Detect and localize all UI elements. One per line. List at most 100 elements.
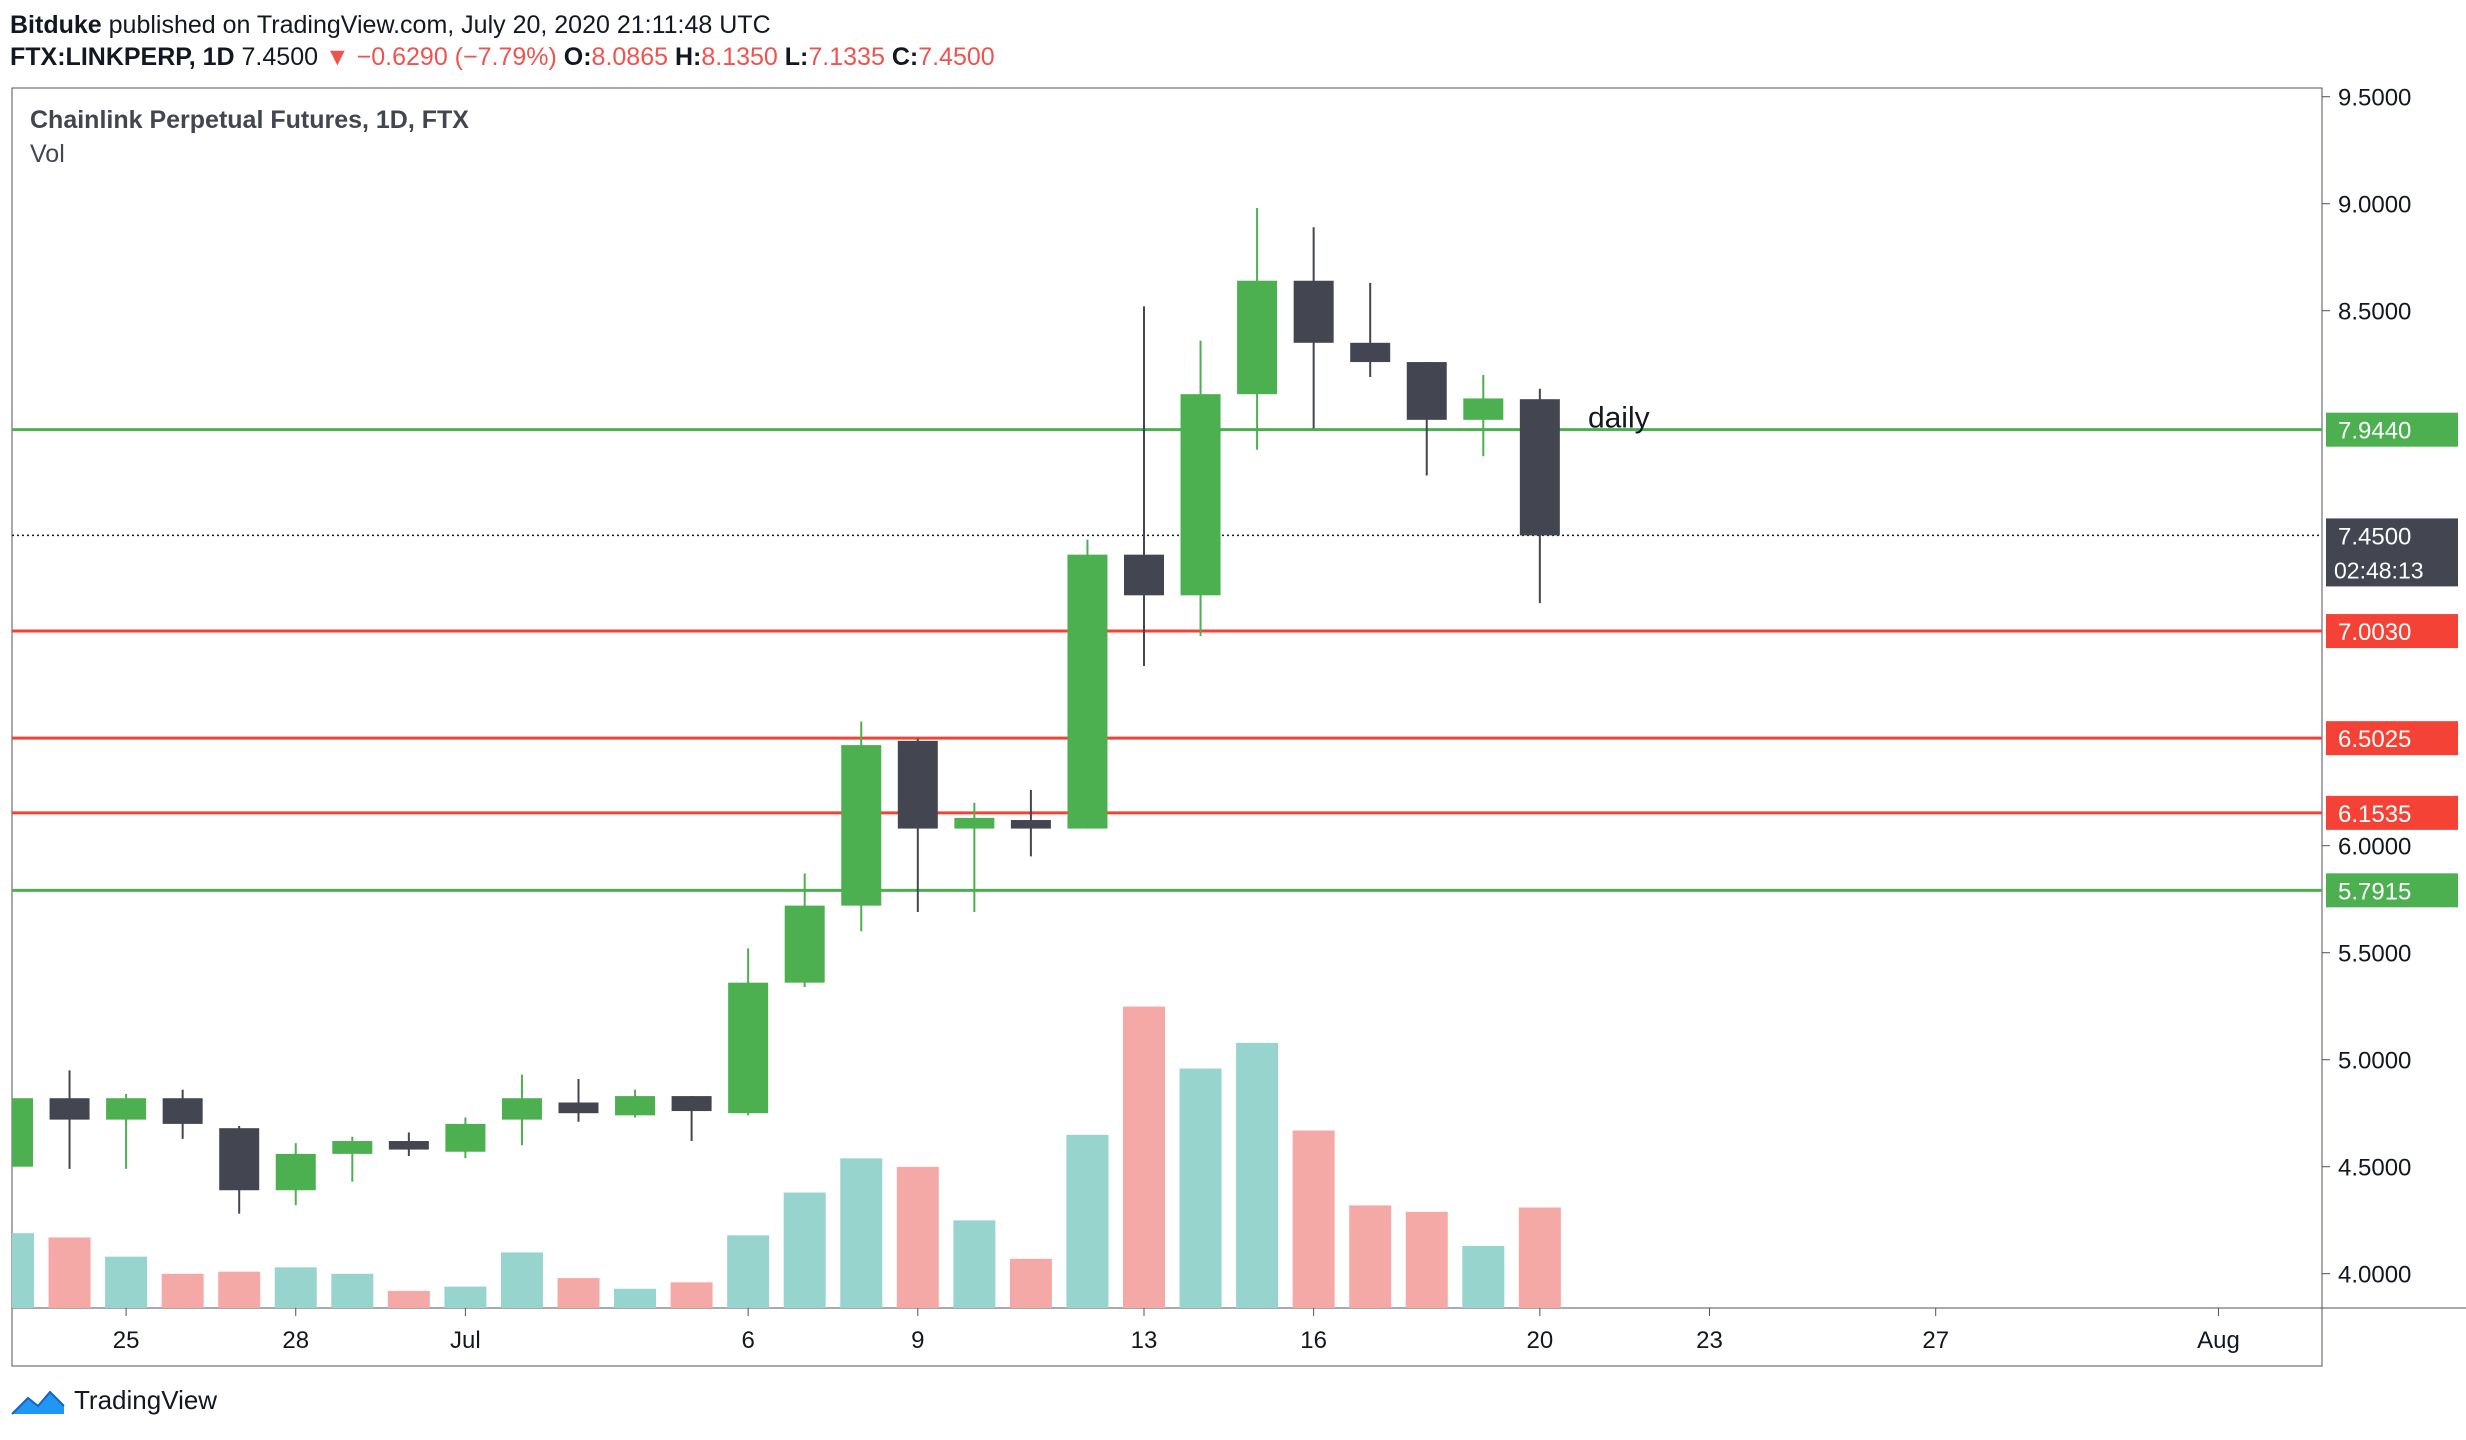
candle-body[interactable] <box>1010 820 1051 829</box>
publish-line: published on TradingView.com, July 20, 2… <box>108 11 771 39</box>
bar-countdown-label: 02:48:13 <box>2334 557 2424 583</box>
volume-bar <box>12 1233 34 1308</box>
chart-title: Chainlink Perpetual Futures, 1D, FTX <box>30 106 469 134</box>
volume-bar <box>1349 1205 1392 1308</box>
volume-bar <box>331 1273 374 1308</box>
candle-body[interactable] <box>1067 554 1108 829</box>
volume-bar <box>1518 1207 1561 1308</box>
ohlc-legend: FTX:LINKPERP, 1D 7.4500 ▼ −0.6290 (−7.79… <box>10 42 995 72</box>
candle-body[interactable] <box>671 1096 712 1112</box>
volume-bar <box>387 1290 430 1308</box>
price-badge-label: 7.9440 <box>2338 418 2411 445</box>
candle-body[interactable] <box>954 817 995 829</box>
candle-body[interactable] <box>558 1102 599 1114</box>
candle-body[interactable] <box>841 745 882 906</box>
time-tick-label: 6 <box>741 1327 754 1354</box>
candle-body[interactable] <box>275 1153 316 1191</box>
volume-bar <box>218 1271 261 1308</box>
price-badge <box>2326 721 2458 756</box>
volume-bar <box>1405 1211 1448 1308</box>
price-tick-label: 5.5000 <box>2338 941 2411 968</box>
volume-bar <box>1123 1006 1165 1308</box>
open-label: O: <box>563 43 592 71</box>
volume-bar <box>500 1252 543 1308</box>
volume-bar <box>1009 1258 1052 1308</box>
tradingview-logo[interactable]: TradingView <box>10 1385 217 1416</box>
volume-bar <box>274 1267 317 1308</box>
author-name[interactable]: Bitduke <box>10 11 102 39</box>
time-tick-label: 20 <box>1526 1327 1553 1354</box>
volume-bar <box>1236 1042 1279 1308</box>
volume-bar <box>783 1192 826 1308</box>
price-tick-label: 6.0000 <box>2338 834 2411 861</box>
volume-bar <box>48 1237 91 1308</box>
plot-frame <box>11 87 2323 1367</box>
candle-body[interactable] <box>1180 394 1221 596</box>
time-tick-label: Aug <box>2197 1327 2240 1354</box>
volume-bar <box>161 1273 204 1308</box>
price-tick-label: 9.5000 <box>2338 85 2411 112</box>
candle-body[interactable] <box>1237 280 1278 395</box>
symbol-label[interactable]: FTX:LINKPERP, 1D <box>10 43 235 71</box>
candle-body[interactable] <box>1293 280 1334 343</box>
candle-body[interactable] <box>501 1098 542 1120</box>
candle-body[interactable] <box>388 1141 429 1150</box>
last-price-badge <box>2326 518 2458 587</box>
low-value: 7.1335 <box>808 43 885 71</box>
candle-body[interactable] <box>784 905 825 983</box>
low-label: L: <box>784 43 809 71</box>
close-value: 7.4500 <box>918 43 995 71</box>
time-tick-label: 13 <box>1131 1327 1158 1354</box>
time-tick-label: 27 <box>1922 1327 1949 1354</box>
time-tick-label: 9 <box>911 1327 924 1354</box>
time-tick-label: 28 <box>282 1327 309 1354</box>
price-badge <box>2326 614 2458 649</box>
candle-body[interactable] <box>615 1096 656 1116</box>
publish-info: Bitduke published on TradingView.com, Ju… <box>10 10 771 40</box>
tradingview-brand: TradingView <box>74 1385 218 1415</box>
price-tick-label: 5.0000 <box>2338 1048 2411 1075</box>
price-tick-label: 4.0000 <box>2338 1262 2411 1289</box>
volume-bar <box>896 1166 939 1308</box>
volume-label: Vol <box>30 140 65 168</box>
price-badge <box>2326 412 2458 447</box>
candle-body[interactable] <box>728 982 769 1114</box>
price-badge-label: 6.1535 <box>2338 801 2411 828</box>
candle-body[interactable] <box>1124 554 1164 596</box>
candle-body[interactable] <box>332 1141 373 1154</box>
candle-body[interactable] <box>49 1098 90 1120</box>
volume-bar <box>105 1256 148 1308</box>
volume-bar <box>1179 1068 1222 1308</box>
candle-body[interactable] <box>106 1098 147 1120</box>
volume-bar <box>614 1288 657 1308</box>
candle-body[interactable] <box>1406 362 1447 420</box>
candle-body[interactable] <box>1463 398 1504 420</box>
volume-bar <box>953 1220 996 1308</box>
volume-bar <box>727 1235 770 1308</box>
candle-body[interactable] <box>12 1098 33 1167</box>
price-badge-label: 7.0030 <box>2338 619 2411 646</box>
time-tick-label: 23 <box>1696 1327 1723 1354</box>
close-label: C: <box>891 43 919 71</box>
price-badge <box>2326 873 2458 908</box>
candle-body[interactable] <box>897 740 938 829</box>
candle-body[interactable] <box>162 1098 203 1124</box>
price-tick-label: 4.5000 <box>2338 1155 2411 1182</box>
candle-body[interactable] <box>219 1128 260 1191</box>
candle-body[interactable] <box>1519 399 1560 536</box>
candle-body[interactable] <box>1350 342 1391 363</box>
price-badge-label: 5.7915 <box>2338 878 2411 905</box>
volume-bar <box>444 1286 487 1308</box>
price-badge-label: 6.5025 <box>2338 726 2411 753</box>
annotation-text: daily <box>1588 402 1650 435</box>
volume-bar <box>670 1282 713 1308</box>
last-price-label: 7.4500 <box>2338 523 2411 550</box>
high-label: H: <box>674 43 702 71</box>
volume-bar <box>840 1158 883 1308</box>
tradingview-logo-icon <box>11 1390 65 1415</box>
candle-body[interactable] <box>445 1123 486 1152</box>
price-tick-label: 8.5000 <box>2338 299 2411 326</box>
volume-bar <box>1462 1246 1505 1308</box>
volume-bar <box>557 1278 600 1308</box>
